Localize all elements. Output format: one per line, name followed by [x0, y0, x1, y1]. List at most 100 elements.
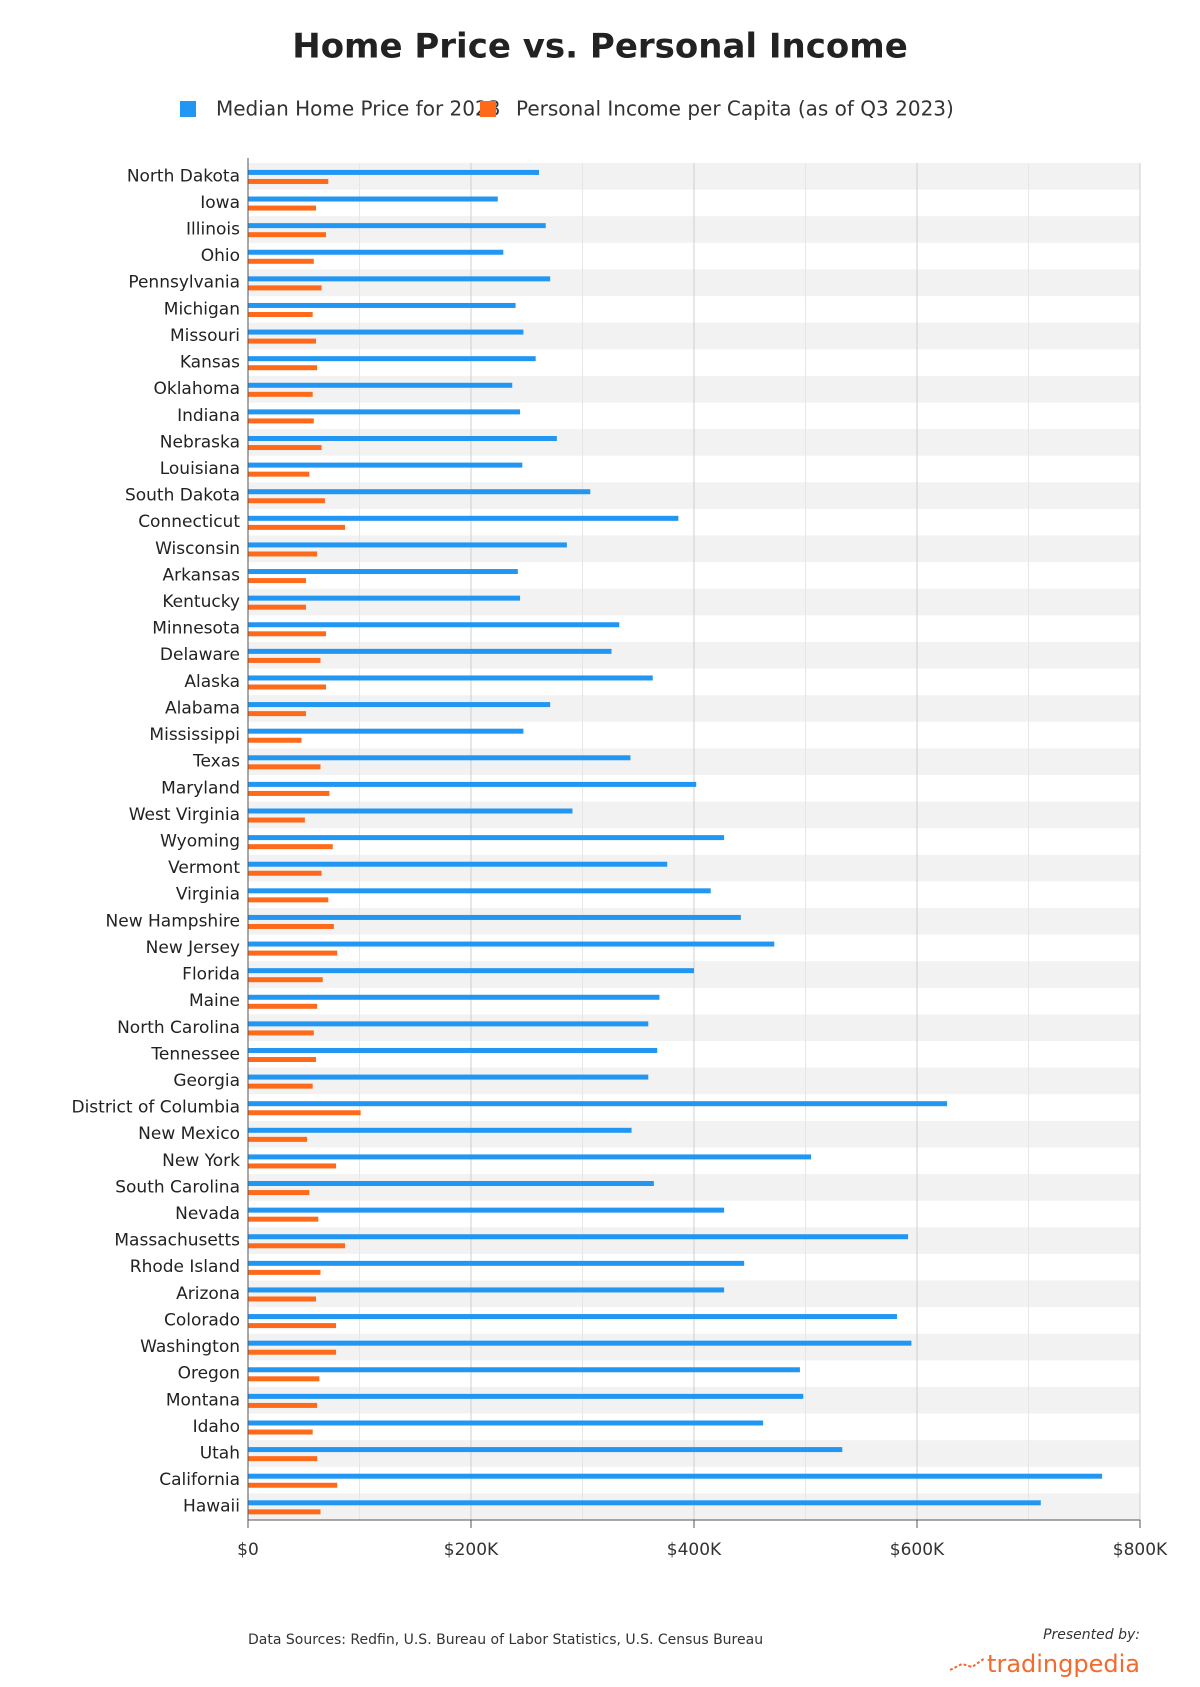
bar: [248, 781, 697, 787]
bar: [248, 515, 679, 521]
bar: [248, 764, 321, 770]
bar: [248, 702, 551, 708]
y-tick-label: New York: [162, 1151, 240, 1171]
bar: [248, 312, 313, 318]
y-tick-label: Tennessee: [150, 1044, 240, 1064]
presented-by: Presented by:: [1043, 1627, 1140, 1643]
bar: [248, 258, 314, 264]
bar: [248, 302, 516, 308]
bar: [248, 1402, 318, 1408]
bar: [248, 1136, 308, 1142]
bar: [248, 994, 660, 1000]
bar: [248, 1003, 318, 1009]
y-tick-label: Maine: [189, 991, 240, 1011]
bar: [248, 790, 330, 796]
bar: [248, 1429, 313, 1435]
y-tick-label: Utah: [200, 1443, 240, 1463]
y-tick-label: Florida: [182, 965, 240, 985]
bar: [248, 870, 322, 876]
bar: [248, 1500, 1041, 1506]
bar: [248, 178, 329, 184]
bar: [248, 657, 321, 663]
bar: [248, 169, 540, 175]
y-tick-label: Missouri: [170, 326, 240, 346]
bar: [248, 835, 725, 841]
y-tick-label: Alabama: [165, 698, 240, 718]
bar: [248, 728, 524, 734]
bar: [248, 196, 498, 202]
y-tick-label: Mississippi: [149, 725, 240, 745]
bar: [248, 329, 524, 335]
bar: [248, 1030, 314, 1036]
brand-logo: tradingpedia: [987, 1650, 1140, 1678]
bar: [248, 1207, 725, 1213]
y-tick-label: Kansas: [180, 353, 240, 373]
y-tick-label: Oklahoma: [153, 379, 240, 399]
bar: [248, 1154, 812, 1160]
y-tick-label: Vermont: [168, 858, 240, 878]
bar: [248, 1269, 321, 1275]
bar: [248, 631, 327, 637]
bar: [248, 897, 329, 903]
y-tick-label: District of Columbia: [71, 1098, 240, 1118]
source-note: Data Sources: Redfin, U.S. Bureau of Lab…: [248, 1632, 763, 1648]
bar: [248, 977, 323, 983]
y-tick-label: West Virginia: [129, 805, 240, 825]
bar: [248, 409, 521, 415]
y-tick-label: Virginia: [176, 885, 240, 905]
bar: [248, 622, 620, 628]
bar: [248, 675, 653, 681]
bar: [248, 489, 591, 495]
y-tick-label: Kentucky: [162, 592, 240, 612]
bar: [248, 471, 310, 477]
bar: [248, 1393, 804, 1399]
y-tick-label: Georgia: [173, 1071, 240, 1091]
bar: [248, 711, 306, 717]
bar: [248, 808, 573, 814]
y-tick-label: Hawaii: [183, 1497, 240, 1517]
bar: [248, 1420, 764, 1426]
bar: [248, 1473, 1103, 1479]
bar: [248, 1074, 649, 1080]
bar: [248, 1260, 745, 1266]
bar: [248, 923, 334, 929]
bar: [248, 382, 513, 388]
bar: [248, 1083, 313, 1089]
bar: [248, 1127, 632, 1133]
y-tick-label: New Hampshire: [106, 911, 240, 931]
y-tick-label: Nebraska: [160, 432, 240, 452]
bar: [248, 445, 322, 451]
y-tick-label: Illinois: [186, 220, 240, 240]
y-tick-label: New Mexico: [138, 1124, 240, 1144]
bar: [248, 1447, 843, 1453]
bar: [248, 941, 775, 947]
bar: [248, 524, 346, 530]
y-tick-label: Texas: [192, 752, 240, 772]
bar: [248, 914, 741, 920]
bar: [248, 285, 322, 291]
bar: [248, 1243, 346, 1249]
y-tick-label: Washington: [140, 1337, 240, 1357]
legend-label: Median Home Price for 2023: [216, 97, 500, 121]
y-tick-label: South Carolina: [115, 1177, 240, 1197]
bar: [248, 1181, 654, 1187]
bar: [248, 861, 668, 867]
x-tick-label: $600K: [890, 1540, 945, 1560]
bar: [248, 1509, 321, 1515]
bar: [248, 1349, 337, 1355]
x-tick-label: $800K: [1113, 1540, 1168, 1560]
bar: [248, 551, 318, 557]
y-tick-label: New Jersey: [146, 938, 240, 958]
bar: [248, 950, 338, 956]
y-tick-label: North Carolina: [117, 1018, 240, 1038]
y-tick-label: Oregon: [178, 1364, 240, 1384]
y-tick-label: Iowa: [200, 193, 240, 213]
bar: [248, 1190, 310, 1196]
bar: [248, 888, 711, 894]
y-tick-label: Wyoming: [160, 832, 240, 852]
chart-title: Home Price vs. Personal Income: [292, 27, 908, 67]
y-tick-label: Arizona: [176, 1284, 240, 1304]
bar: [248, 338, 317, 344]
bar: [248, 1287, 725, 1293]
bar: [248, 648, 612, 654]
